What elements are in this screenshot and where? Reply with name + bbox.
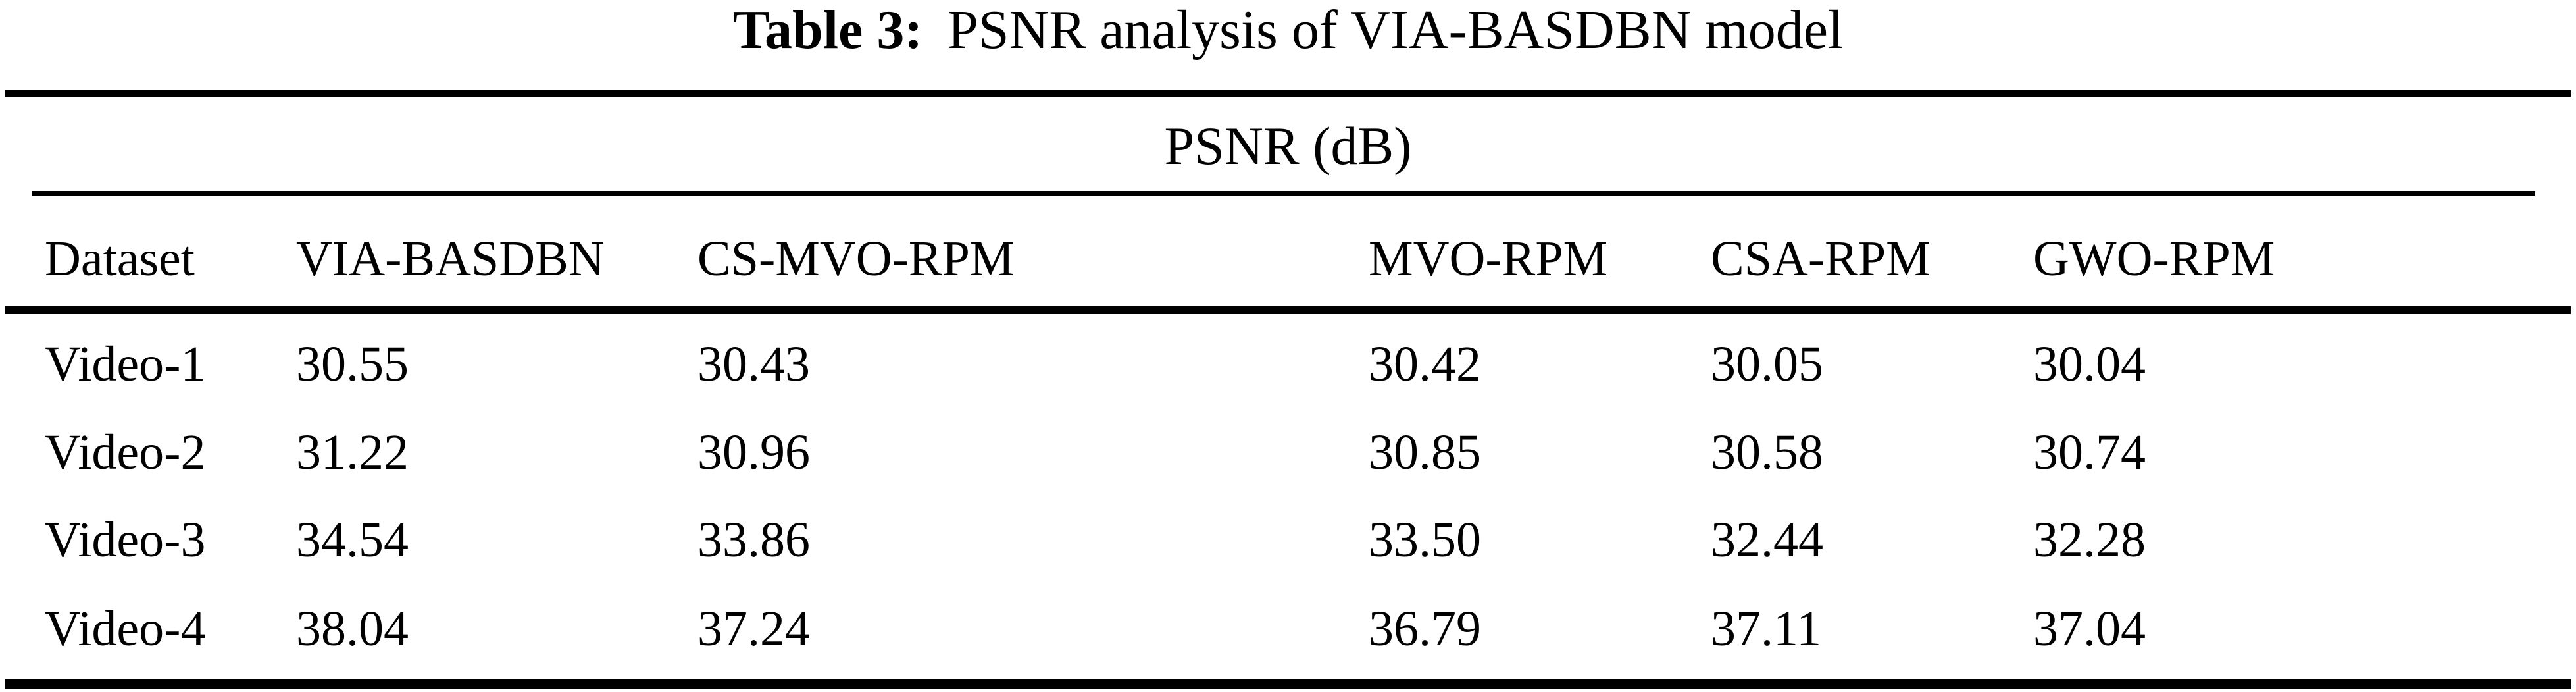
psnr-value-cell: 38.04 <box>296 601 409 656</box>
column-header-mvo-rpm: MVO-RPM <box>1369 231 1608 286</box>
psnr-value-cell: 30.05 <box>1711 336 1823 392</box>
psnr-value-cell: 30.04 <box>2033 336 2146 392</box>
psnr-value-cell: 30.96 <box>697 425 810 480</box>
bottom-rule <box>5 679 2571 689</box>
table-row: Video-1 30.55 30.43 30.42 30.05 30.04 <box>45 331 2576 397</box>
table-row: Video-4 38.04 37.24 36.79 37.11 37.04 <box>45 596 2576 662</box>
psnr-value-cell: 33.86 <box>697 512 810 568</box>
column-header-via-basdbn: VIA-BASDBN <box>296 231 605 286</box>
psnr-value-cell: 30.55 <box>296 336 409 392</box>
table-caption: Table 3: PSNR analysis of VIA-BASDBN mode… <box>0 0 2576 61</box>
table-row: Video-2 31.22 30.96 30.85 30.58 30.74 <box>45 419 2576 485</box>
column-header-csa-rpm: CSA-RPM <box>1711 231 1931 286</box>
top-rule <box>5 90 2571 97</box>
psnr-value-cell: 30.85 <box>1369 425 1481 480</box>
dataset-cell: Video-4 <box>45 601 206 656</box>
dataset-cell: Video-3 <box>45 512 206 568</box>
group-header-psnr: PSNR (dB) <box>1164 116 1412 176</box>
psnr-value-cell: 30.42 <box>1369 336 1481 392</box>
psnr-value-cell: 31.22 <box>296 425 409 480</box>
caption-text: PSNR analysis of VIA-BASDBN model <box>947 0 1844 61</box>
column-header-cs-mvo-rpm: CS-MVO-RPM <box>697 231 1015 286</box>
header-separator-rule <box>5 306 2571 314</box>
psnr-value-cell: 33.50 <box>1369 512 1481 568</box>
dataset-cell: Video-2 <box>45 425 206 480</box>
psnr-value-cell: 37.11 <box>1711 601 1822 656</box>
psnr-value-cell: 37.24 <box>697 601 810 656</box>
psnr-value-cell: 30.43 <box>697 336 810 392</box>
column-header-row: Dataset VIA-BASDBN CS-MVO-RPM MVO-RPM CS… <box>45 226 2576 292</box>
psnr-value-cell: 32.28 <box>2033 512 2146 568</box>
group-header-underline-rule <box>32 191 2535 196</box>
psnr-value-cell: 37.04 <box>2033 601 2146 656</box>
column-header-dataset: Dataset <box>45 231 195 286</box>
psnr-value-cell: 32.44 <box>1711 512 1823 568</box>
dataset-cell: Video-1 <box>45 336 206 392</box>
psnr-value-cell: 36.79 <box>1369 601 1481 656</box>
column-header-gwo-rpm: GWO-RPM <box>2033 231 2275 286</box>
psnr-value-cell: 34.54 <box>296 512 409 568</box>
psnr-value-cell: 30.74 <box>2033 425 2146 480</box>
caption-label: Table 3: <box>732 0 923 61</box>
table-row: Video-3 34.54 33.86 33.50 32.44 32.28 <box>45 507 2576 573</box>
psnr-value-cell: 30.58 <box>1711 425 1823 480</box>
